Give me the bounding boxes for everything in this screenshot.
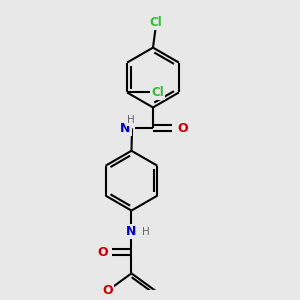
Text: H: H [127,115,134,125]
Text: Cl: Cl [151,86,164,99]
Text: O: O [97,246,107,259]
Text: N: N [126,225,136,238]
Text: O: O [177,122,188,135]
Text: H: H [142,226,150,236]
Text: N: N [120,122,130,135]
Text: Cl: Cl [150,16,162,29]
Text: O: O [102,284,112,297]
